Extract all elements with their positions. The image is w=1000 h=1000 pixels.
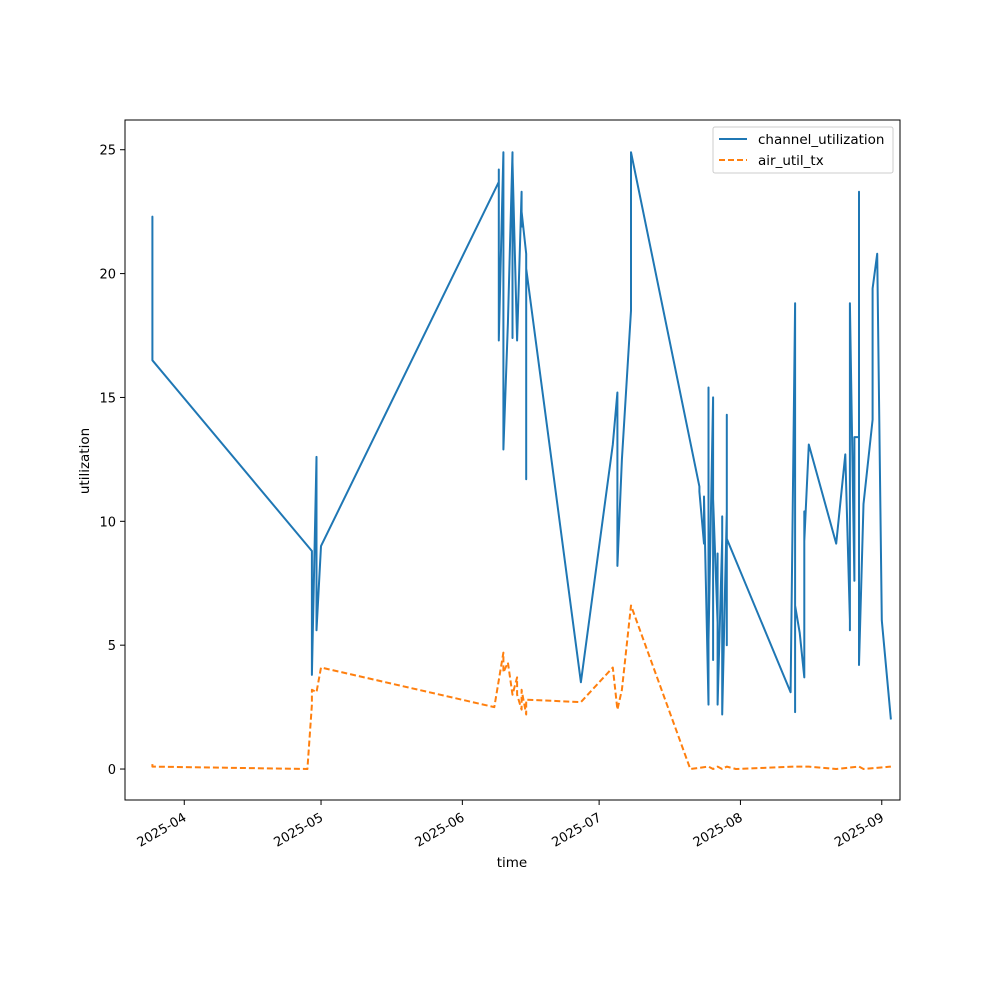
legend-label-channel-utilization: channel_utilization bbox=[758, 132, 885, 148]
y-tick-label: 10 bbox=[99, 515, 116, 530]
y-tick-label: 15 bbox=[99, 391, 116, 406]
series-line-air-util-tx bbox=[151, 604, 891, 770]
legend-box bbox=[712, 126, 894, 174]
series-layer bbox=[151, 151, 892, 770]
legend-label-air-util-tx: air_util_tx bbox=[758, 153, 824, 169]
y-tick-label: 0 bbox=[108, 763, 116, 778]
series-line-channel-utilization bbox=[151, 151, 892, 720]
y-tick-label: 25 bbox=[99, 144, 116, 159]
y-tick-label: 5 bbox=[108, 639, 116, 654]
y-tick-label: 20 bbox=[99, 268, 116, 283]
y-axis-label: utilization bbox=[77, 428, 93, 494]
y-axis-ticks: 0 5 10 15 20 25 bbox=[99, 144, 125, 778]
plot-frame bbox=[124, 119, 901, 801]
legend: channel_utilization air_util_tx bbox=[712, 126, 894, 174]
x-axis-label: time bbox=[497, 855, 528, 871]
